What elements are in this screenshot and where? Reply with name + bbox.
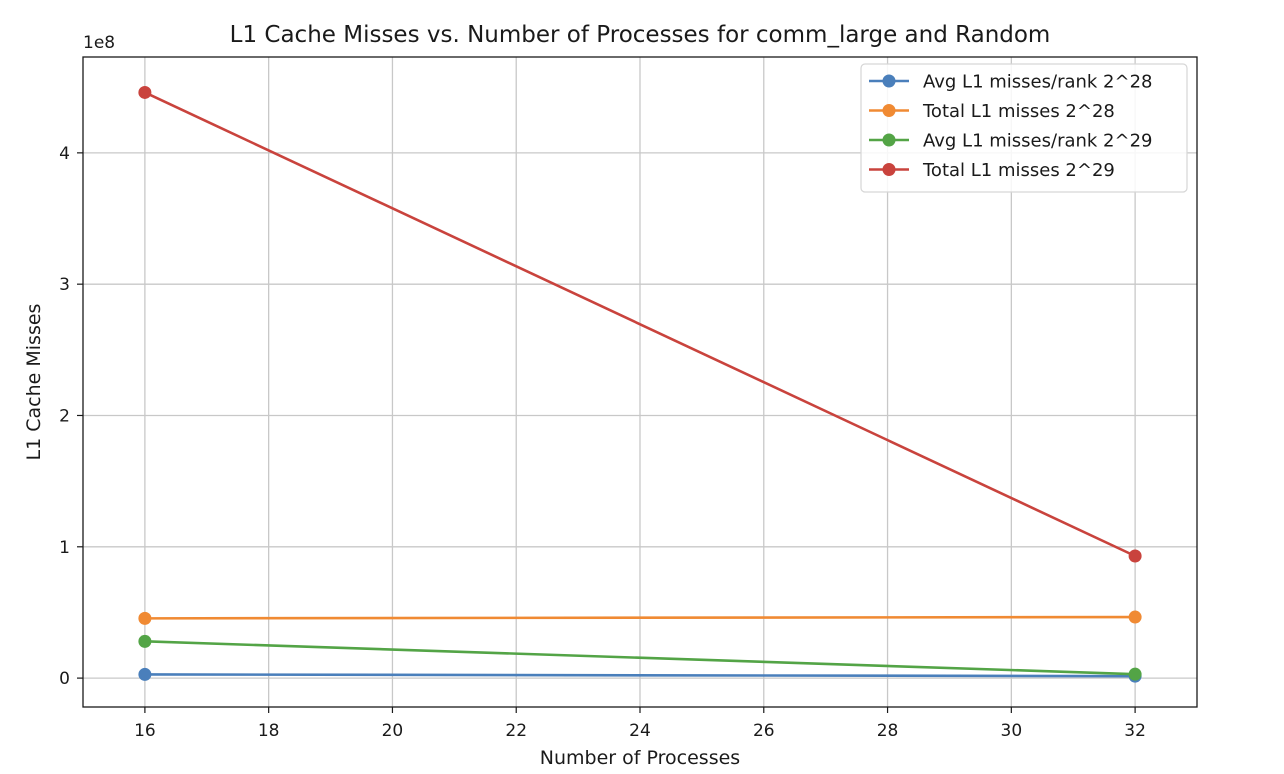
legend-marker	[882, 163, 896, 176]
x-tick-label: 32	[1124, 721, 1146, 741]
series-4	[138, 85, 1142, 563]
legend-entry: Avg L1 misses/rank 2^29	[869, 131, 1153, 152]
x-tick-label: 20	[382, 721, 404, 741]
y-tick-label: 3	[59, 275, 70, 295]
data-point	[1128, 667, 1142, 681]
series-line	[144, 91, 1136, 558]
data-point	[138, 85, 152, 99]
legend: Avg L1 misses/rank 2^28 Total L1 misses 2…	[860, 63, 1188, 193]
legend-label: Avg L1 misses/rank 2^28	[923, 72, 1153, 93]
legend-marker	[882, 104, 896, 117]
series-line	[144, 640, 1136, 676]
y-tick-label: 4	[59, 144, 70, 164]
x-axis-label: Number of Processes	[540, 747, 740, 769]
legend-box	[860, 63, 1188, 193]
legend-entry: Total L1 misses 2^29	[869, 160, 1115, 181]
series-line	[144, 615, 1136, 620]
series-line	[144, 673, 1136, 678]
x-tick-label: 18	[258, 721, 280, 741]
y-tick-label: 2	[59, 406, 70, 426]
series-layer	[138, 85, 1142, 683]
x-tick-label: 24	[629, 721, 651, 741]
series-3	[138, 634, 1142, 681]
data-point	[1128, 610, 1142, 624]
data-point	[1128, 549, 1142, 563]
chart-title: L1 Cache Misses vs. Number of Processes …	[230, 22, 1051, 48]
legend-marker	[882, 74, 896, 88]
series-2	[138, 610, 1142, 625]
x-tick-label: 28	[877, 721, 899, 741]
legend-label: Total L1 misses 2^29	[922, 160, 1115, 181]
legend-entry: Avg L1 misses/rank 2^28	[869, 72, 1153, 93]
y-tick-label: 1	[59, 538, 70, 558]
data-point	[138, 634, 152, 648]
legend-entry: Total L1 misses 2^28	[869, 101, 1115, 122]
x-tick-label: 16	[134, 721, 156, 741]
x-tick-label: 26	[753, 721, 775, 741]
x-tick-label: 30	[1001, 721, 1023, 741]
data-point	[138, 611, 152, 625]
legend-label: Total L1 misses 2^28	[922, 101, 1115, 122]
axis-ticks: 16 18 20 22 24 26 28 30 32 0 1 2 3 4	[59, 144, 1146, 741]
legend-label: Avg L1 misses/rank 2^29	[923, 131, 1153, 152]
x-tick-label: 22	[505, 721, 527, 741]
y-tick-label: 0	[59, 669, 70, 689]
y-axis-offset-label: 1e8	[83, 33, 115, 53]
data-point	[138, 667, 152, 681]
legend-marker	[882, 133, 896, 147]
y-axis-label: L1 Cache Misses	[23, 304, 45, 461]
